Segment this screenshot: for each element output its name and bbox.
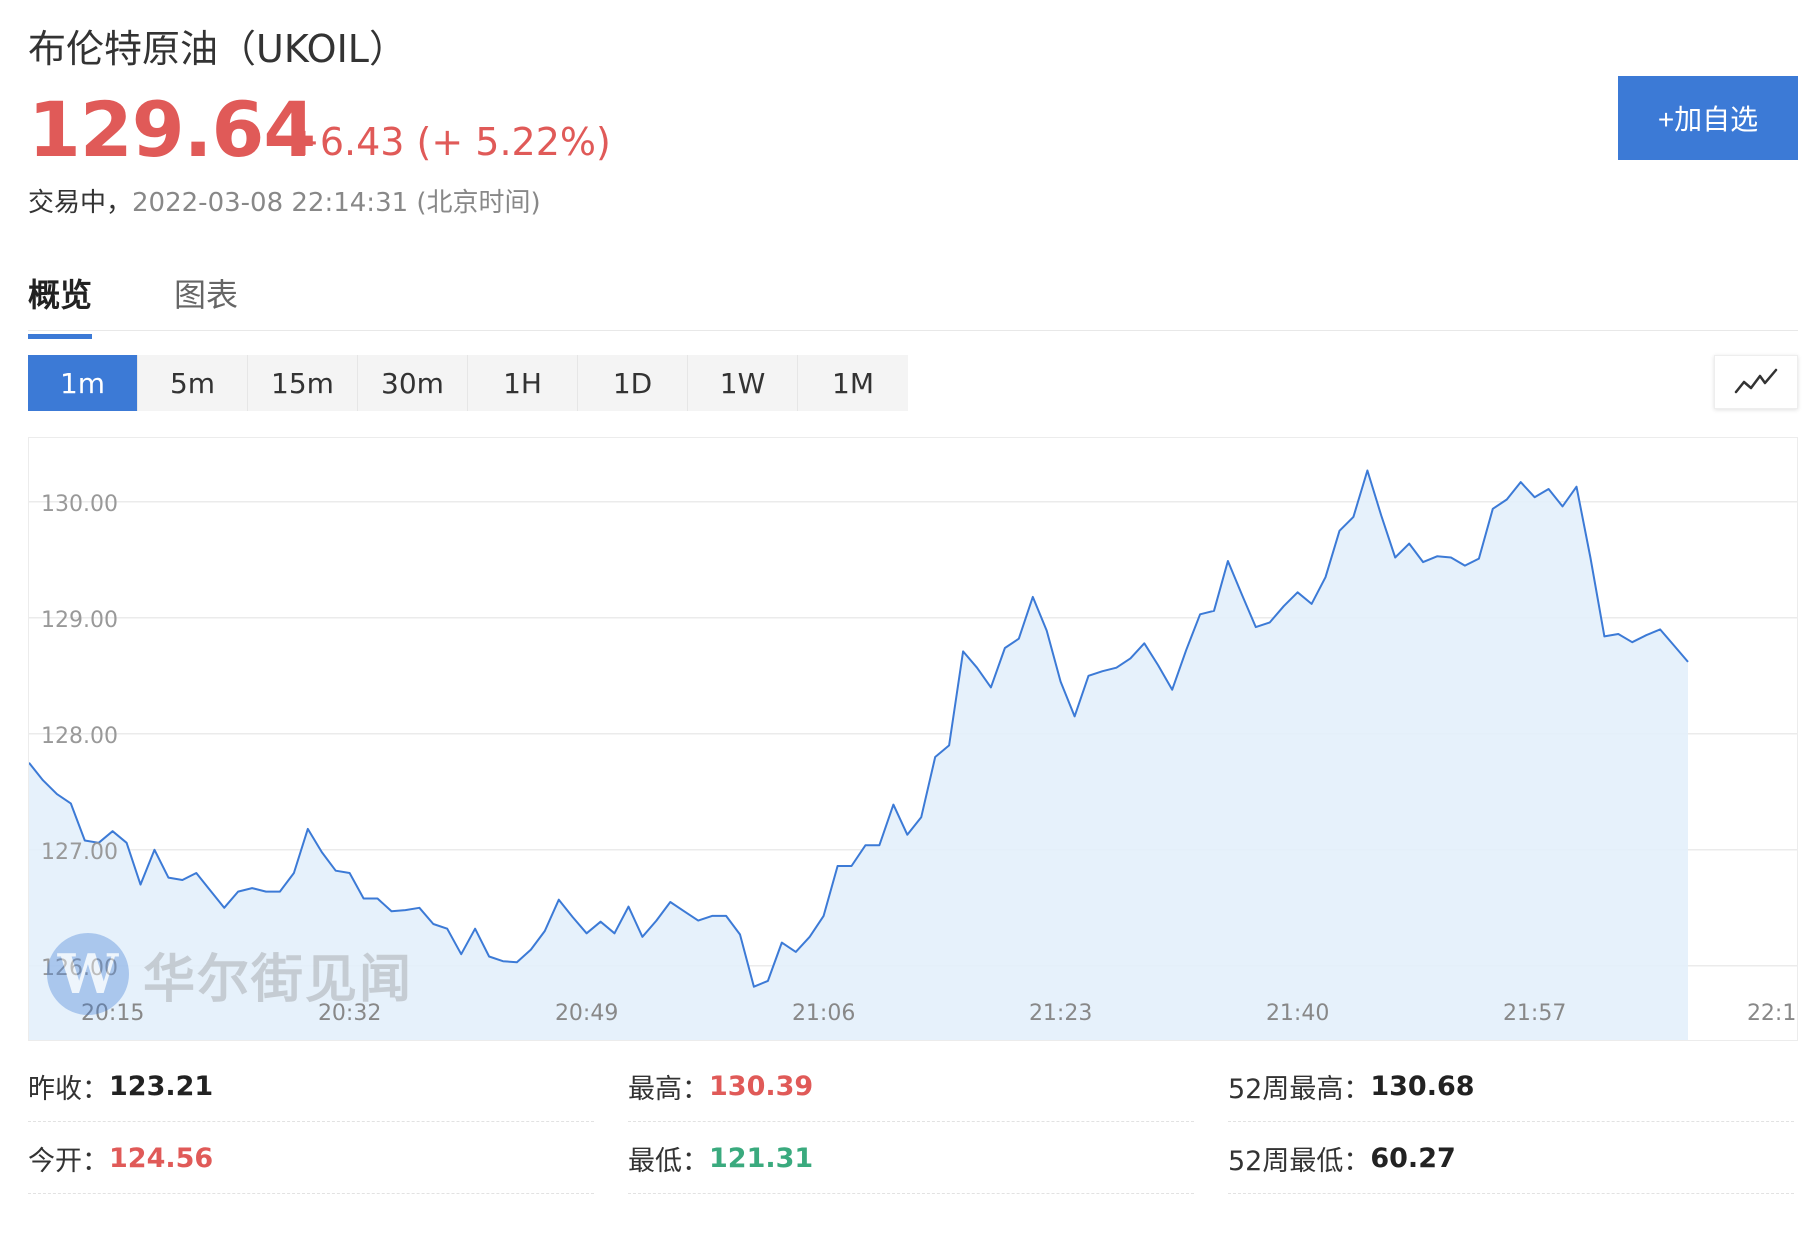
stat-low: 最低： 121.31 xyxy=(628,1124,1194,1194)
x-tick-label: 20:49 xyxy=(555,1001,618,1026)
x-tick-label: 21:40 xyxy=(1266,1001,1329,1026)
stat-label: 最低： xyxy=(628,1146,709,1177)
interval-1m-button[interactable]: 1m xyxy=(28,355,138,411)
interval-selector: 1m 5m 15m 30m 1H 1D 1W 1M xyxy=(28,355,908,411)
price-chart-svg: 130.00 129.00 128.00 127.00 126.00 20:15 20:3… xyxy=(29,469,1797,1040)
stat-value: 121.31 xyxy=(709,1143,814,1174)
stat-label: 昨收： xyxy=(28,1074,109,1105)
last-price: 129.64 xyxy=(28,85,316,174)
interval-1h-button[interactable]: 1H xyxy=(468,355,578,411)
interval-15m-button[interactable]: 15m xyxy=(248,355,358,411)
y-tick-label: 126.00 xyxy=(41,956,118,981)
stat-value: 123.21 xyxy=(109,1071,214,1102)
stat-label: 今开： xyxy=(28,1146,109,1177)
x-tick-label: 22:1 xyxy=(1747,1001,1796,1026)
x-tick-label: 21:57 xyxy=(1503,1001,1566,1026)
x-tick-label: 21:06 xyxy=(792,1001,855,1026)
stat-value: 60.27 xyxy=(1370,1143,1456,1174)
stat-label: 52周最高： xyxy=(1228,1074,1371,1105)
price-change: +6.43 (+ 5.22%) xyxy=(288,120,611,164)
trading-status: 交易中，2022-03-08 22:14:31 (北京时间) xyxy=(28,182,541,219)
interval-1mo-button[interactable]: 1M xyxy=(832,366,874,400)
stat-label: 52周最低： xyxy=(1228,1146,1371,1177)
price-line-series xyxy=(29,469,1689,988)
y-tick-label: 127.00 xyxy=(41,840,118,865)
y-tick-label: 130.00 xyxy=(41,492,118,517)
stat-label: 最高： xyxy=(628,1074,709,1105)
y-tick-label: 129.00 xyxy=(41,608,118,633)
tab-overview[interactable]: 概览 xyxy=(28,270,93,339)
price-area-fill xyxy=(29,470,1688,1040)
y-tick-label: 128.00 xyxy=(41,724,118,749)
x-tick-label: 20:15 xyxy=(81,1001,144,1026)
interval-1w-button[interactable]: 1W xyxy=(688,355,798,411)
status-label: 交易中， xyxy=(28,188,133,218)
x-tick-label: 21:23 xyxy=(1029,1001,1092,1026)
line-chart-icon xyxy=(1734,368,1778,394)
price-chart[interactable]: 130.00 129.00 128.00 127.00 126.00 20:15 20:3… xyxy=(28,437,1798,1041)
interval-1d-button[interactable]: 1D xyxy=(578,355,688,411)
quote-timestamp: 2022-03-08 22:14:31 (北京时间) xyxy=(132,188,541,218)
stat-52w-low: 52周最低： 60.27 xyxy=(1228,1124,1794,1194)
stat-52w-high: 52周最高： 130.68 xyxy=(1228,1052,1794,1122)
stat-value: 130.39 xyxy=(709,1071,814,1102)
x-tick-label: 20:32 xyxy=(318,1001,381,1026)
stat-prev-close: 昨收： 123.21 xyxy=(28,1052,594,1122)
stat-open: 今开： 124.56 xyxy=(28,1124,594,1194)
stat-high: 最高： 130.39 xyxy=(628,1052,1194,1122)
instrument-title: 布伦特原油（UKOIL） xyxy=(28,27,407,71)
tab-chart[interactable]: 图表 xyxy=(174,276,239,314)
interval-5m-button[interactable]: 5m xyxy=(138,355,248,411)
interval-30m-button[interactable]: 30m xyxy=(358,355,468,411)
add-to-watchlist-button[interactable]: +加自选 xyxy=(1618,76,1798,160)
chart-type-button[interactable] xyxy=(1714,355,1798,409)
tab-bar: 概览 图表 xyxy=(28,262,1798,339)
stat-value: 130.68 xyxy=(1370,1071,1475,1102)
stat-value: 124.56 xyxy=(109,1143,214,1174)
